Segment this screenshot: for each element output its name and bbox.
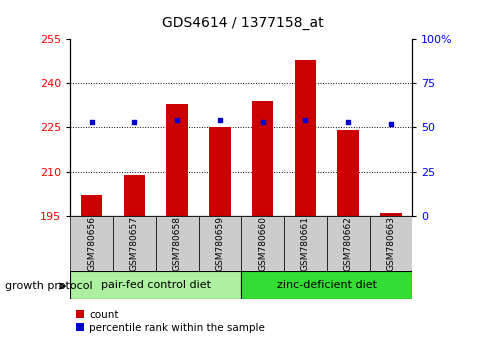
Text: GSM780658: GSM780658 <box>172 216 182 271</box>
Bar <box>123 175 145 216</box>
Point <box>386 121 394 127</box>
Legend: count, percentile rank within the sample: count, percentile rank within the sample <box>76 310 264 333</box>
Bar <box>70 216 113 271</box>
Bar <box>209 127 230 216</box>
Point <box>258 119 266 125</box>
Text: GSM780663: GSM780663 <box>386 216 394 271</box>
Point <box>130 119 138 125</box>
Bar <box>252 101 273 216</box>
Point <box>88 119 95 125</box>
Text: GSM780659: GSM780659 <box>215 216 224 271</box>
Bar <box>241 216 284 271</box>
Point <box>173 118 181 123</box>
Bar <box>337 130 358 216</box>
Bar <box>166 104 187 216</box>
Bar <box>379 213 401 216</box>
Text: GDS4614 / 1377158_at: GDS4614 / 1377158_at <box>161 16 323 30</box>
Text: GSM780656: GSM780656 <box>87 216 96 271</box>
Text: GSM780657: GSM780657 <box>130 216 138 271</box>
Text: GSM780662: GSM780662 <box>343 216 352 271</box>
Text: growth protocol: growth protocol <box>5 281 92 291</box>
Text: GSM780661: GSM780661 <box>300 216 309 271</box>
Point <box>344 119 351 125</box>
Bar <box>241 271 411 299</box>
Bar <box>198 216 241 271</box>
Bar <box>369 216 411 271</box>
Bar <box>81 195 102 216</box>
Point <box>215 118 223 123</box>
Bar <box>294 59 316 216</box>
Point <box>301 118 309 123</box>
Text: pair-fed control diet: pair-fed control diet <box>101 280 211 290</box>
Bar <box>70 271 241 299</box>
Bar <box>155 216 198 271</box>
Text: zinc-deficient diet: zinc-deficient diet <box>276 280 376 290</box>
Bar <box>113 216 155 271</box>
Bar <box>284 216 326 271</box>
Bar <box>326 216 369 271</box>
Text: GSM780660: GSM780660 <box>257 216 267 271</box>
